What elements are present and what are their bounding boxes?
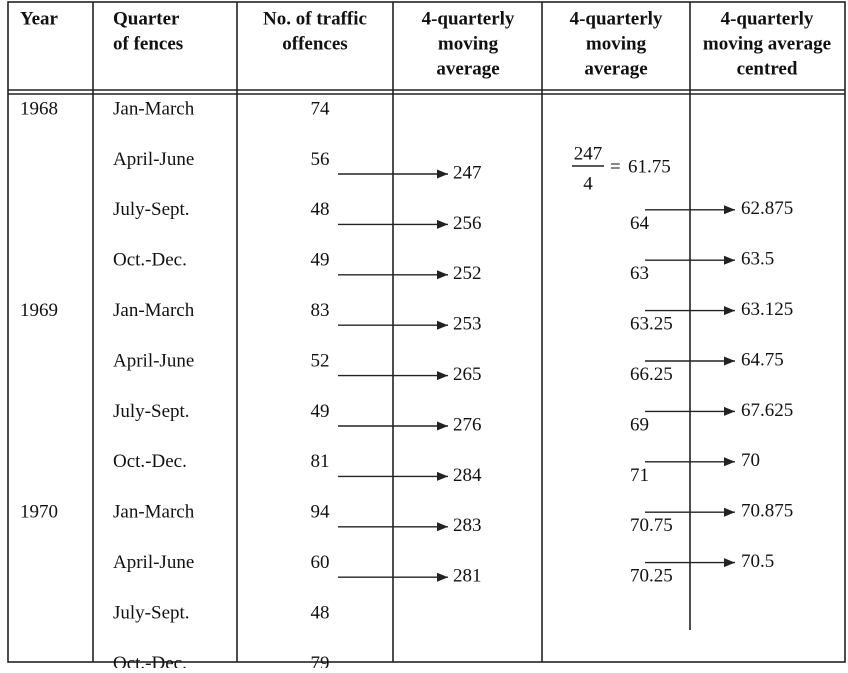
offences-cell: 60: [311, 552, 330, 573]
header-cell: moving: [586, 33, 647, 54]
quarter-cell: July-Sept.: [113, 199, 190, 220]
header-cell: moving average: [703, 33, 831, 54]
moving-average: 63.25: [630, 314, 673, 335]
header-cell: Quarter: [113, 8, 180, 29]
offences-cell: 48: [311, 602, 330, 623]
offences-cell: 48: [311, 199, 330, 220]
offences-cell: 49: [311, 250, 330, 271]
moving-total: 283: [453, 515, 482, 536]
arrow-head: [724, 306, 735, 316]
fraction-numerator: 247: [574, 143, 603, 164]
offences-cell: 52: [311, 350, 330, 371]
moving-average: 61.75: [628, 156, 671, 177]
offences-cell: 94: [311, 502, 331, 523]
moving-average: 64: [630, 213, 650, 234]
header-cell: 4-quarterly: [721, 8, 814, 29]
centred-average: 67.625: [741, 400, 793, 421]
arrow-head: [437, 471, 448, 481]
moving-total: 252: [453, 263, 482, 284]
arrow-head: [724, 558, 735, 568]
year-cell: 1970: [20, 502, 58, 523]
arrow-head: [724, 406, 735, 416]
year-cell: 1968: [20, 98, 58, 119]
offences-cell: 74: [311, 98, 331, 119]
centred-average: 64.75: [741, 349, 784, 370]
quarter-cell: April-June: [113, 552, 194, 573]
arrow-head: [724, 255, 735, 265]
moving-total: 265: [453, 364, 482, 385]
arrow-head: [437, 219, 448, 229]
offences-cell: 49: [311, 401, 330, 422]
header-cell: 4-quarterly: [570, 8, 663, 29]
quarter-cell: April-June: [113, 350, 194, 371]
quarter-cell: Jan-March: [113, 300, 195, 321]
quarter-cell: Oct.-Dec.: [113, 250, 187, 271]
fraction-denominator: 4: [583, 173, 593, 194]
header-cell: offences: [282, 33, 347, 54]
header-cell: Year: [20, 8, 59, 29]
arrow-head: [724, 507, 735, 517]
centred-average: 62.875: [741, 198, 793, 219]
year-cell: 1969: [20, 300, 58, 321]
quarter-cell: April-June: [113, 149, 194, 170]
moving-average: 66.25: [630, 364, 673, 385]
header-cell: of fences: [113, 33, 183, 54]
quarter-cell: July-Sept.: [113, 602, 190, 623]
quarter-cell: Jan-March: [113, 98, 195, 119]
moving-average: 70.25: [630, 566, 673, 587]
moving-total: 247: [453, 162, 482, 183]
fraction-equals: =: [610, 156, 621, 177]
header-cell: 4-quarterly: [422, 8, 515, 29]
arrow-head: [437, 169, 448, 179]
arrow-head: [437, 320, 448, 330]
offences-cell: 81: [311, 451, 330, 472]
offences-cell: 83: [311, 300, 330, 321]
header-cell: average: [436, 58, 499, 79]
table-border: [7, 1, 846, 663]
arrow-head: [437, 270, 448, 280]
centred-average: 70.5: [741, 551, 774, 572]
moving-total: 284: [453, 465, 482, 486]
offences-cell: 79: [311, 653, 330, 668]
quarter-cell: Jan-March: [113, 502, 195, 523]
centred-average: 63.5: [741, 249, 774, 270]
arrow-head: [724, 457, 735, 467]
quarter-cell: Oct.-Dec.: [113, 653, 187, 668]
quarter-cell: July-Sept.: [113, 401, 190, 422]
arrow-head: [437, 522, 448, 532]
arrow-head: [724, 356, 735, 366]
centred-average: 63.125: [741, 299, 793, 320]
moving-total: 256: [453, 213, 482, 234]
arrow-head: [437, 371, 448, 381]
moving-average: 69: [630, 414, 649, 435]
offences-cell: 56: [311, 149, 330, 170]
centred-average: 70.875: [741, 501, 793, 522]
arrow-head: [437, 421, 448, 431]
moving-total: 253: [453, 314, 482, 335]
moving-total: 276: [453, 414, 482, 435]
header-cell: centred: [737, 58, 798, 79]
arrow-head: [437, 572, 448, 582]
header-cell: moving: [438, 33, 499, 54]
centred-average: 70: [741, 450, 760, 471]
quarter-cell: Oct.-Dec.: [113, 451, 187, 472]
moving-total: 281: [453, 566, 482, 587]
arrow-head: [724, 205, 735, 215]
moving-average: 70.75: [630, 515, 673, 536]
header-cell: average: [584, 58, 647, 79]
moving-average: 63: [630, 263, 649, 284]
header-cell: No. of traffic: [263, 8, 367, 29]
moving-average: 71: [630, 465, 649, 486]
